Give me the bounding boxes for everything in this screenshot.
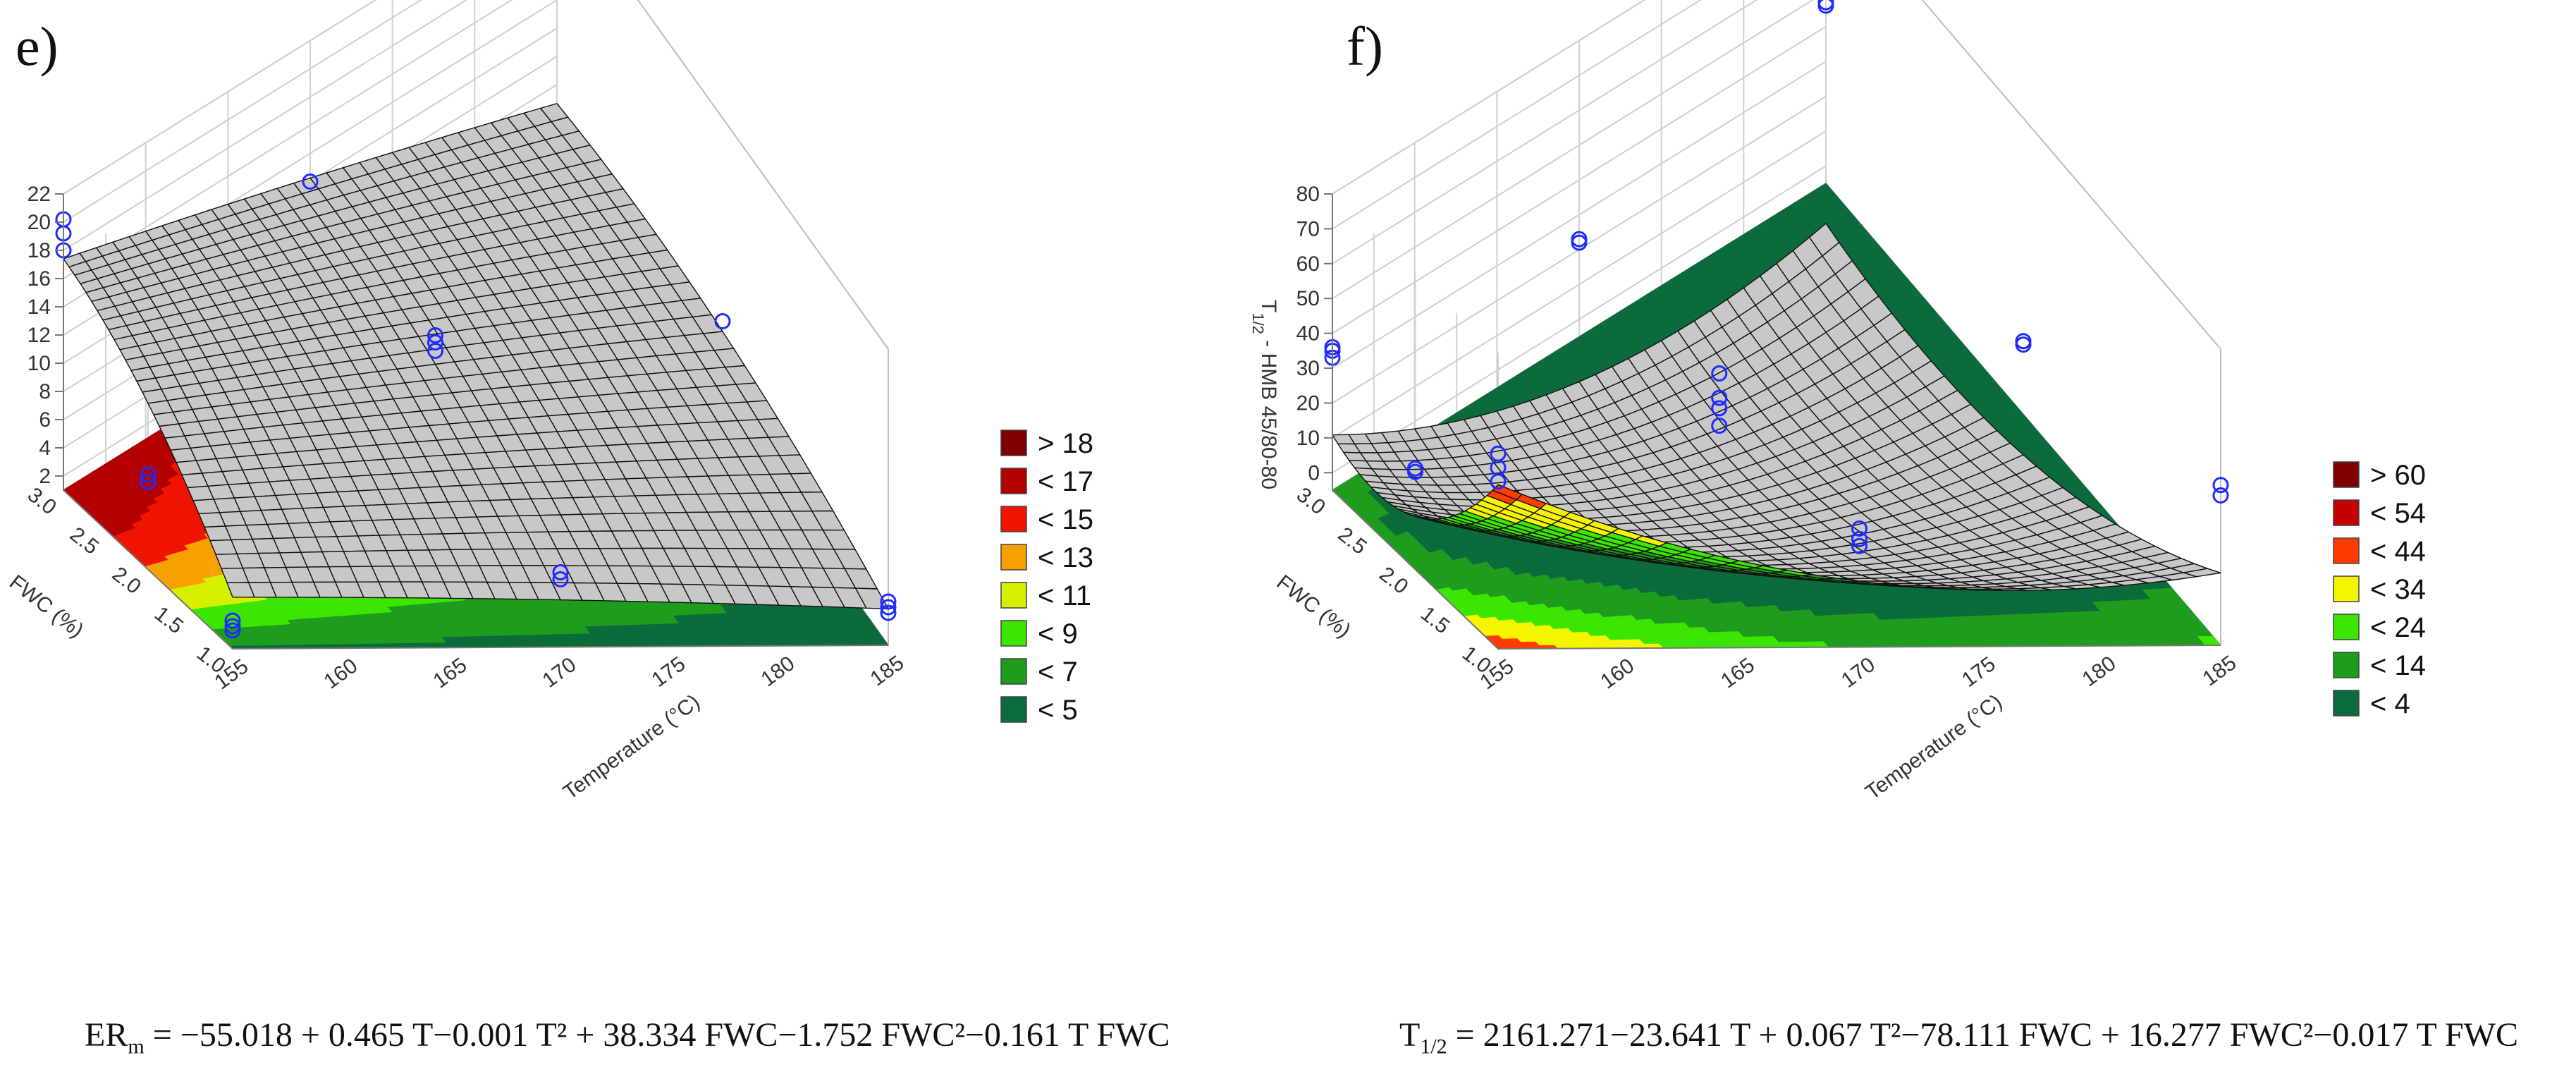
- z-tick-label-e: 16: [27, 267, 51, 291]
- z-tick-label-e: 8: [39, 380, 51, 403]
- z-tick-label-e: 10: [27, 352, 51, 375]
- z-axis-e: 246810121416182022ERm - HMB 45/80-80: [27, 183, 64, 490]
- fwc-tick-label-e: 1.5: [150, 602, 188, 639]
- fwc-tick-label-e: 3.0: [23, 483, 61, 520]
- surface-plot-e: 246810121416182022ERm - HMB 45/80-801.01…: [5, 0, 908, 805]
- temperature-tick-label-e: 180: [756, 652, 799, 691]
- z-tick-label-e: 6: [39, 408, 51, 432]
- z-tick-label-e: 4: [39, 437, 51, 460]
- temperature-tick-label-e: 185: [866, 651, 908, 690]
- fwc-tick-label-e: 2.0: [108, 562, 145, 599]
- temperature-tick-label-e: 165: [429, 654, 471, 693]
- panel-label-e: e): [16, 16, 59, 77]
- z-tick-label-e: 18: [27, 239, 51, 262]
- z-tick-label-e: 22: [27, 183, 51, 206]
- fwc-axis-title-e: FWC (%): [5, 571, 87, 642]
- z-tick-label-e: 20: [27, 211, 51, 234]
- fwc-tick-label-e: 2.5: [66, 523, 103, 559]
- observation-point-e: [714, 313, 731, 329]
- z-tick-label-e: 12: [27, 324, 51, 347]
- box-edge-e: [637, 0, 889, 350]
- panel-label-f: f): [1347, 16, 1383, 77]
- z-tick-label-e: 2: [39, 465, 51, 488]
- temperature-tick-label-e: 160: [319, 654, 362, 693]
- z-tick-label-e: 14: [27, 295, 51, 319]
- temperature-tick-label-e: 170: [538, 653, 580, 693]
- temperature-axis-title-e: Temperature (°C): [559, 690, 704, 805]
- temperature-tick-label-e: 175: [647, 652, 689, 692]
